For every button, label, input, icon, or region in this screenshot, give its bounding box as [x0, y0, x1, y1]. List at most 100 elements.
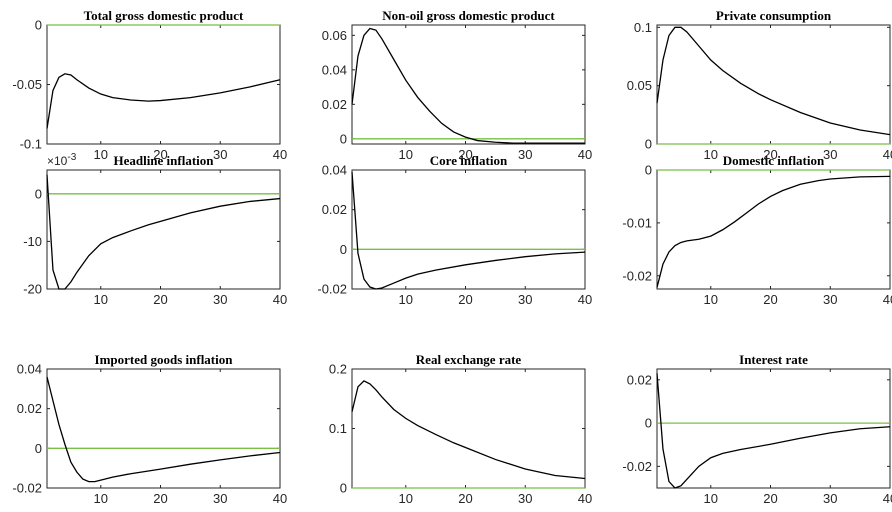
y-tick-label: 0.04: [322, 62, 347, 77]
plot-area: [46, 368, 281, 489]
y-tick-label: 0.04: [17, 362, 42, 377]
x-tick-label: 40: [883, 292, 892, 307]
y-tick-label: -0.1: [20, 137, 42, 152]
y-exponent-label: ×10-3: [47, 152, 77, 168]
x-tick-label: 30: [518, 292, 532, 307]
panel-title: Imported goods inflation: [95, 352, 234, 367]
plot-area: [351, 24, 586, 145]
x-tick-label: 40: [273, 147, 287, 162]
panel-title: Domestic inflation: [723, 153, 825, 168]
x-tick-label: 40: [883, 491, 892, 506]
panel-imported-goods-inflation: Imported goods inflation 10 20 30 40 -0.02 0 0.…: [12, 352, 287, 506]
x-tick-label: 30: [823, 147, 837, 162]
x-tick-label: 10: [399, 292, 413, 307]
x-tick-label: 10: [94, 491, 108, 506]
x-tick-label: 40: [578, 491, 592, 506]
x-tick-label: 20: [458, 147, 472, 162]
y-tick-label: 0.1: [634, 20, 652, 35]
impulse-response-line: [656, 373, 891, 489]
panel-title: Interest rate: [739, 352, 808, 367]
impulse-response-line: [46, 73, 281, 129]
x-tick-label: 20: [763, 147, 777, 162]
y-tick-label: 0.2: [329, 362, 347, 377]
x-tick-label: 30: [213, 147, 227, 162]
panel-headline-inflation: Headline inflation 10 20 30 40 -20 -10 0 ×10-3: [23, 152, 287, 307]
x-tick-label: 30: [518, 491, 532, 506]
x-tick-label: 30: [823, 491, 837, 506]
y-tick-label: -0.01: [622, 215, 652, 230]
panel-domestic-inflation: Domestic inflation 10 20 30 40 -0.02 -0.01 0: [622, 153, 892, 307]
x-tick-label: 30: [518, 147, 532, 162]
x-tick-label: 10: [94, 147, 108, 162]
plot-area: [46, 24, 281, 145]
x-tick-label: 10: [704, 491, 718, 506]
impulse-response-line: [656, 26, 891, 136]
y-tick-label: -0.02: [317, 282, 347, 297]
y-tick-label: -0.05: [12, 77, 42, 92]
y-tick-label: 0.06: [322, 28, 347, 43]
x-tick-label: 40: [883, 147, 892, 162]
x-tick-label: 30: [823, 292, 837, 307]
y-tick-label: 0: [645, 416, 652, 431]
plot-area: [351, 368, 586, 489]
plot-area: [656, 169, 891, 290]
panel-private-consumption: Private consumption 10 20 30 40 0 0.05 0.1: [627, 8, 892, 162]
y-tick-label: 0.05: [627, 78, 652, 93]
y-tick-label: 0: [340, 242, 347, 257]
panel-title: Headline inflation: [113, 153, 214, 168]
panel-title: Real exchange rate: [416, 352, 522, 367]
impulse-response-line: [351, 380, 586, 480]
panel-real-exchange-rate: Real exchange rate 10 20 30 40 0 0.1 0.2: [329, 352, 592, 506]
impulse-response-line: [351, 27, 585, 144]
x-tick-label: 20: [458, 292, 472, 307]
y-tick-label: 0: [340, 131, 347, 146]
x-tick-label: 20: [153, 292, 167, 307]
panel-interest-rate: Interest rate 10 20 30 40 -0.02 0 0.02: [622, 352, 892, 506]
x-tick-label: 20: [458, 491, 472, 506]
x-tick-label: 20: [153, 147, 167, 162]
x-tick-label: 10: [94, 292, 108, 307]
impulse-response-line: [46, 376, 281, 483]
panel-total-gross-domestic-product: Total gross domestic product 10 20 30 40 -0.1…: [12, 8, 287, 162]
panel-title: Private consumption: [716, 8, 832, 23]
plot-area: [656, 24, 891, 145]
y-tick-label: -0.02: [622, 268, 652, 283]
y-tick-label: -10: [23, 234, 42, 249]
x-tick-label: 10: [399, 491, 413, 506]
x-tick-label: 40: [273, 292, 287, 307]
impulse-response-line: [351, 171, 586, 290]
x-tick-label: 10: [704, 292, 718, 307]
y-tick-label: 0: [340, 481, 347, 496]
y-tick-label: 0.02: [627, 372, 652, 387]
y-tick-label: 0.02: [17, 401, 42, 416]
y-tick-label: 0.02: [322, 97, 347, 112]
impulse-response-line: [46, 174, 281, 290]
y-tick-label: 0.1: [329, 421, 347, 436]
y-tick-label: -0.02: [622, 459, 652, 474]
x-tick-label: 10: [704, 147, 718, 162]
x-tick-label: 10: [399, 147, 413, 162]
x-tick-label: 40: [273, 491, 287, 506]
panel-title: Non-oil gross domestic product: [382, 8, 555, 23]
panel-title: Core inflation: [430, 153, 508, 168]
x-tick-label: 40: [578, 292, 592, 307]
x-tick-label: 20: [763, 292, 777, 307]
y-tick-label: -0.02: [12, 481, 42, 496]
x-tick-label: 20: [153, 491, 167, 506]
y-tick-label: 0.02: [322, 202, 347, 217]
x-tick-label: 40: [578, 147, 592, 162]
y-tick-label: -20: [23, 282, 42, 297]
panel-core-inflation: Core inflation 10 20 30 40 -0.02 0 0.02 0.04: [317, 153, 592, 307]
plot-area: [46, 169, 281, 290]
y-tick-label: 0: [35, 186, 42, 201]
y-tick-label: 0: [645, 137, 652, 152]
x-tick-label: 20: [763, 491, 777, 506]
panel-title: Total gross domestic product: [84, 8, 244, 23]
y-tick-label: 0: [35, 441, 42, 456]
x-tick-label: 30: [213, 292, 227, 307]
plot-area: [351, 169, 586, 290]
panel-non-oil-gross-domestic-product: Non-oil gross domestic product 10 20 30 40 0 0…: [322, 8, 593, 162]
impulse-response-line: [656, 175, 891, 288]
x-tick-label: 30: [213, 491, 227, 506]
